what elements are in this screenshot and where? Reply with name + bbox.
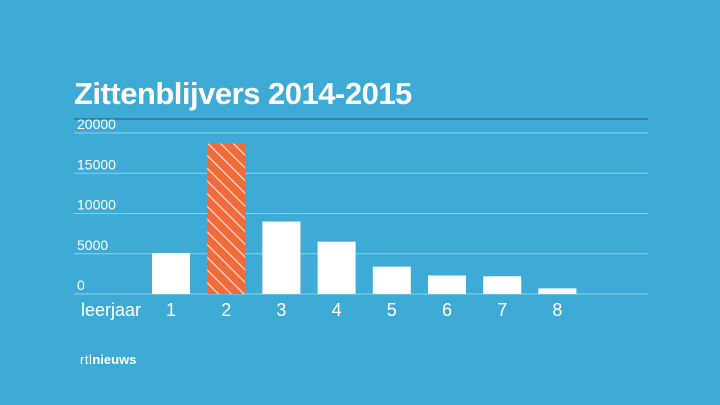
bar-4 <box>317 241 356 294</box>
labels: 0 5000 10000 15000 20000 1 2 3 4 5 6 7 8 leerjaar <box>77 116 562 320</box>
y-tick-label: 20000 <box>77 116 116 132</box>
bar-2 <box>207 143 246 294</box>
chart-title: Zittenblijvers 2014-2015 <box>74 76 412 111</box>
rtl-nieuws-logo: rtlnieuws <box>80 352 136 367</box>
bar-3 <box>262 221 301 294</box>
bar-8 <box>538 288 577 294</box>
bar-1 <box>152 252 190 294</box>
y-tick-label: 0 <box>77 277 85 293</box>
x-tick-label: 8 <box>552 300 562 320</box>
x-tick-label: 4 <box>332 300 342 320</box>
x-tick-label: 7 <box>497 300 507 320</box>
x-tick-label: 1 <box>166 300 176 320</box>
y-tick-label: 10000 <box>77 197 116 213</box>
logo-text-nieuws: nieuws <box>92 352 137 367</box>
x-tick-label: 3 <box>276 300 286 320</box>
bar-6 <box>428 275 466 294</box>
x-axis-label: leerjaar <box>81 300 141 320</box>
x-tick-label: 6 <box>442 300 452 320</box>
bar-5 <box>372 266 411 294</box>
bars <box>152 143 577 294</box>
y-tick-label: 15000 <box>77 156 116 172</box>
x-tick-label: 5 <box>387 300 397 320</box>
logo-text-rtl: rtl <box>80 352 93 367</box>
y-tick-label: 5000 <box>77 237 108 253</box>
x-tick-label: 2 <box>221 300 231 320</box>
bar-7 <box>483 276 522 294</box>
